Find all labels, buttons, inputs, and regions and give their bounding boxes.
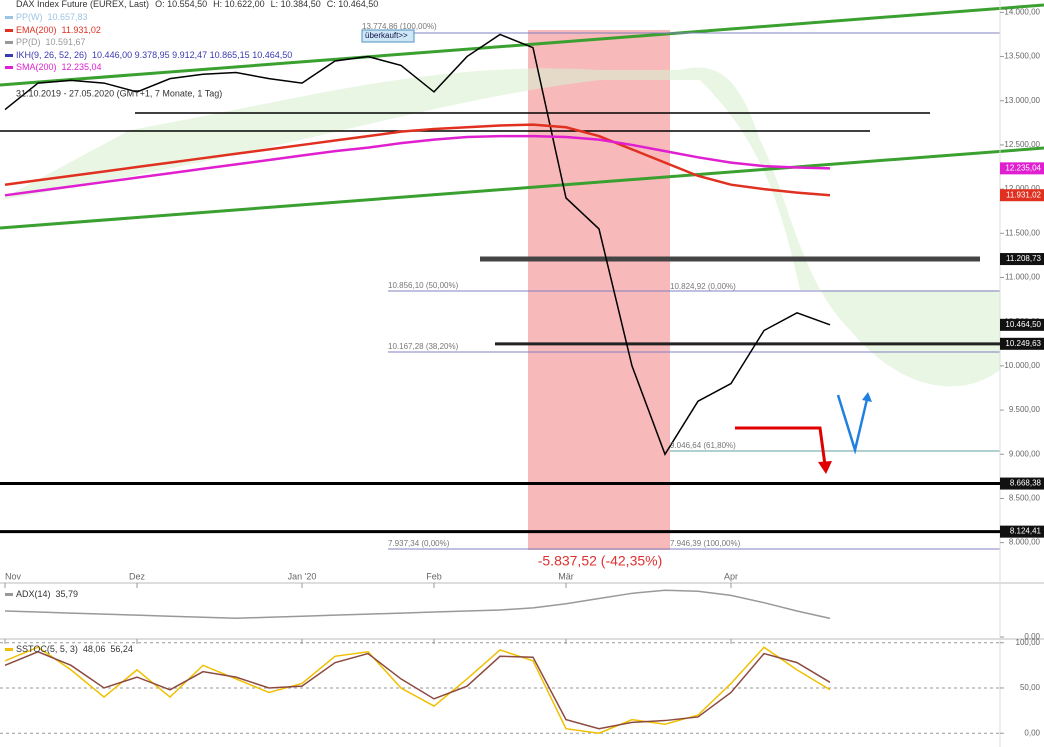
legend-text: 11.931,02 [62, 25, 101, 35]
legend-text: L: 10.384,50 [271, 0, 321, 9]
legend-text: C: 10.464,50 [327, 0, 379, 9]
annotation: 10.824,92 (0,00%) [670, 282, 736, 291]
y-tick-label: 12.500,00 [1004, 140, 1040, 149]
legend-value: 48,06 [83, 644, 106, 654]
price-tag-label: 11.208,73 [1006, 254, 1042, 263]
y-tick-label: 9.500,00 [1009, 405, 1041, 414]
price-tag-label: 12.235,04 [1005, 163, 1041, 172]
price-tag-label: 10.464,50 [1005, 320, 1041, 329]
legend-text: SMA(200) [16, 62, 57, 72]
series-line [4, 646, 831, 735]
legend-text: 10.591,67 [46, 37, 86, 47]
x-tick-label: Apr [724, 571, 738, 581]
legend-text: DAX Index Future (EUREX, Last) [16, 0, 149, 9]
date-range: 31.10.2019 - 27.05.2020 (GMT+1, 7 Monate… [16, 88, 222, 98]
x-tick-label: Feb [426, 571, 442, 581]
price-tag [1000, 318, 1044, 331]
overbought-box [361, 29, 415, 43]
legend-entry: PP(W) 10.657,83 [16, 12, 88, 22]
y-tick-label: 11.000,00 [1005, 273, 1041, 282]
legend-text: SSTOC(5, 5, 3) [16, 644, 78, 654]
y-tick-label: 9.000,00 [1009, 449, 1041, 458]
series-line [4, 589, 831, 620]
red-arrow-head [818, 461, 832, 474]
legend-swatch [5, 648, 13, 651]
annotation: 7.946,39 (100,00%) [670, 539, 741, 548]
legend-text: ADX(14) [16, 589, 51, 599]
x-tick-label: Jan '20 [288, 571, 317, 581]
blue-v-head [862, 392, 872, 402]
crash-zone [528, 30, 670, 550]
series-line [4, 123, 831, 197]
legend-swatch [5, 54, 13, 57]
price-tag [1000, 477, 1044, 490]
annotation: -5.837,52 (-42,35%) [538, 553, 663, 569]
legend-entry: SSTOC(5, 5, 3) 48,06 56,24 [16, 644, 133, 654]
y-tick-label: 8.000,00 [1009, 538, 1041, 547]
legend-text: EMA(200) [16, 25, 57, 35]
annotation: 9.046,64 (61,80%) [670, 441, 736, 450]
legend-text: H: 10.622,00 [213, 0, 265, 9]
legend-text: 10.446,00 9.378,95 9.912,47 10.865,15 10… [92, 50, 292, 60]
price-tag-label: 8.668,38 [1010, 479, 1042, 488]
legend-entry: SMA(200) 12.235,04 [16, 62, 102, 72]
red-arrow [735, 426, 827, 466]
price-tag-label: 10.249,63 [1005, 339, 1041, 348]
legend-entry: IKH(9, 26, 52, 26) 10.446,00 9.378,95 9.9… [16, 50, 292, 60]
annotation: 13.774,86 (100,00%) [362, 22, 437, 31]
annotation: 10.856,10 (50,00%) [388, 281, 459, 290]
legend-swatch [5, 29, 13, 32]
annotation: 7.937,34 (0,00%) [388, 539, 450, 548]
trendline [0, 3, 1044, 87]
series-line [4, 134, 831, 197]
y-tick-label: 14.000,00 [1004, 7, 1040, 16]
trendline [0, 146, 1044, 230]
y-tick-label: 13.500,00 [1004, 52, 1040, 61]
price-tag [1000, 162, 1044, 175]
y-tick-label: 10.000,00 [1004, 361, 1040, 370]
legend-value: 35,79 [56, 589, 79, 599]
x-tick-label: Mär [558, 571, 574, 581]
price-tag [1000, 189, 1044, 202]
legend-text: PP(D) [16, 37, 41, 47]
price-tag-label: 11.931,02 [1006, 190, 1042, 199]
y-tick-label: 50,00 [1020, 683, 1041, 692]
legend-entry: EMA(200) 11.931,02 [16, 25, 101, 35]
legend-swatch [5, 66, 13, 69]
x-tick-label: Nov [5, 571, 22, 581]
legend-text: PP(W) [16, 12, 43, 22]
series-line [4, 650, 831, 730]
legend-text: 12.235,04 [62, 62, 102, 72]
price-tag [1000, 253, 1044, 266]
price-tag [1000, 337, 1044, 350]
y-tick-label: 11.500,00 [1005, 228, 1041, 237]
ichimoku-cloud [0, 67, 1000, 387]
y-tick-label: 12.000,00 [1004, 184, 1040, 193]
annotation: 10.167,28 (38,20%) [388, 342, 459, 351]
legend-text: IKH(9, 26, 52, 26) [16, 50, 87, 60]
price-tag-label: 8.124,41 [1010, 527, 1042, 536]
legend-text: 10.657,83 [48, 12, 88, 22]
price-tag [1000, 525, 1044, 538]
legend-entry: PP(D) 10.591,67 [16, 37, 86, 47]
legend-text: O: 10.554,50 [155, 0, 207, 9]
blue-v [836, 394, 870, 455]
y-tick-label: 0,00 [1024, 728, 1040, 737]
legend-entry: ADX(14) 35,79 [16, 589, 78, 599]
legend-header: DAX Index Future (EUREX, Last) O: 10.554,… [16, 0, 378, 9]
legend-swatch [5, 593, 13, 596]
y-tick-label: 100,00 [1016, 638, 1041, 647]
y-tick-label: 0,00 [1024, 632, 1040, 641]
annotation: überkauft>> [365, 31, 408, 40]
legend-swatch [5, 16, 13, 19]
legend-value: 56,24 [110, 644, 133, 654]
series-line [4, 33, 831, 456]
y-tick-label: 13.000,00 [1004, 96, 1040, 105]
legend-swatch [5, 41, 13, 44]
y-tick-label: 8.500,00 [1009, 494, 1041, 503]
x-tick-label: Dez [129, 571, 146, 581]
